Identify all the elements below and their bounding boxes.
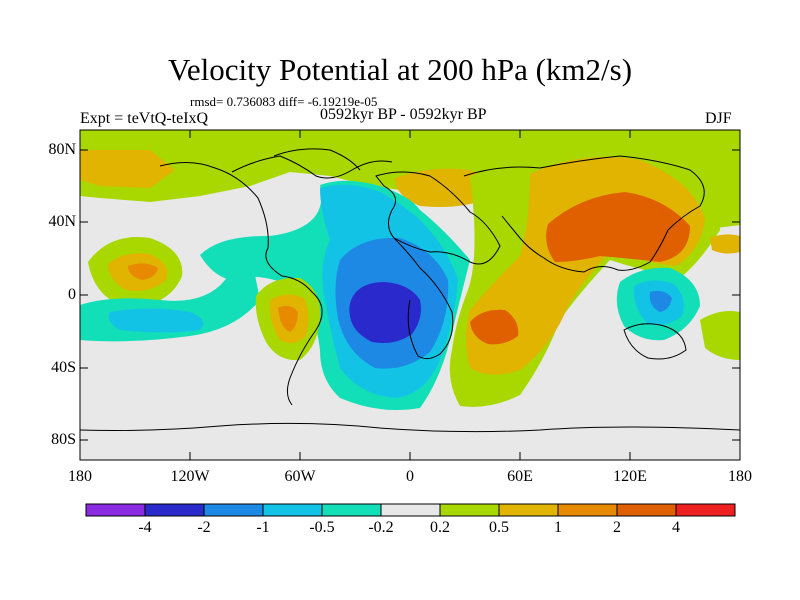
colorbar-label: -1: [256, 519, 270, 536]
map-title: Velocity Potential at 200 hPa (km2/s): [167, 52, 633, 87]
field-indonesia-core: [649, 290, 672, 312]
field-samerica-dark: [278, 305, 298, 332]
colorbar-label: 4: [672, 519, 680, 536]
colorbar-swatch: [380, 503, 441, 517]
colorbar-swatch: [498, 503, 559, 517]
field-africa-dark: [470, 309, 519, 345]
colorbar-swatch: [85, 503, 146, 517]
experiment-label: Expt = teVtQ-teIxQ: [80, 110, 209, 127]
field-north-orange-left: [80, 150, 175, 188]
colorbar-label: 0.2: [430, 519, 450, 536]
field-pacific-blue: [108, 308, 204, 333]
lat-label-40s: 40S: [51, 359, 76, 376]
lon-label-120w: 120W: [170, 468, 210, 485]
colorbar-swatch: [321, 503, 382, 517]
colorbar-swatch: [144, 503, 205, 517]
colorbar-label: 2: [613, 519, 621, 536]
lat-label-40n: 40N: [48, 213, 76, 230]
lon-label-120e: 120E: [613, 468, 647, 485]
colorbar-label: -0.5: [309, 519, 335, 536]
field-atlantic-core: [349, 282, 421, 343]
colorbar-swatch: [439, 503, 500, 517]
lat-label-80s: 80S: [51, 431, 76, 448]
lon-label-0: 0: [406, 468, 414, 485]
colorbar-label: -4: [138, 519, 152, 536]
colorbar-label: -2: [197, 519, 211, 536]
season-label: DJF: [705, 110, 732, 127]
lon-label-60w: 60W: [284, 468, 316, 485]
lon-label-180e: 180: [728, 468, 752, 485]
colorbar-label: -0.2: [368, 519, 394, 536]
field-pacific-dark: [128, 263, 158, 280]
axis-ticks: [80, 130, 740, 460]
lat-label-80n: 80N: [48, 141, 76, 158]
field-north-orange-mid: [395, 168, 493, 207]
colorbar-swatch: [262, 503, 323, 517]
colorbar-swatch: [557, 503, 618, 517]
colorbar-swatch: [616, 503, 677, 517]
contour-fields: [80, 130, 740, 460]
lon-label-180w: 180: [68, 468, 92, 485]
colorbar: [85, 503, 736, 517]
field-asia-darkorange: [546, 192, 690, 262]
field-south-band: [80, 430, 740, 460]
field-east-orange: [710, 234, 740, 254]
period-label: 0592kyr BP - 0592kyr BP: [320, 106, 487, 123]
colorbar-swatch: [203, 503, 264, 517]
lat-label-0: 0: [68, 286, 76, 303]
coastlines: [80, 148, 740, 433]
field-east-green: [700, 311, 740, 360]
colorbar-swatch: [675, 503, 736, 517]
lon-label-60e: 60E: [507, 468, 533, 485]
colorbar-label: 1: [554, 519, 562, 536]
stats-text: rmsd= 0.736083 diff= -6.19219e-05: [190, 94, 378, 109]
colorbar-label: 0.5: [489, 519, 509, 536]
